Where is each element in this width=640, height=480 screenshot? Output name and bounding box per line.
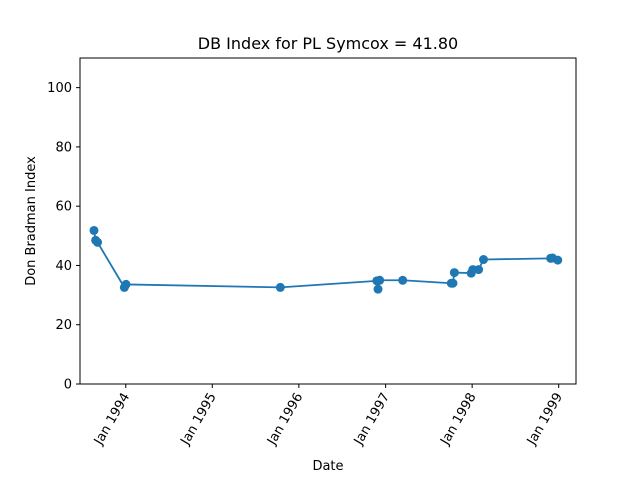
axes-frame (79, 57, 577, 385)
data-point (474, 265, 484, 275)
data-point (479, 255, 489, 265)
series-0 (89, 225, 563, 294)
y-tick-label: 0 (64, 378, 72, 393)
data-point (375, 275, 385, 285)
data-point (373, 284, 383, 294)
data-point (275, 282, 285, 292)
y-tick-label: 60 (55, 200, 72, 215)
y-axis: 0 20 40 60 80 100 (47, 81, 80, 393)
y-tick-label: 100 (47, 81, 72, 96)
y-axis-label: Don Bradman Index (24, 156, 39, 286)
y-tick-label: 40 (55, 259, 72, 274)
data-point (89, 225, 99, 235)
x-axis-label: Date (312, 459, 343, 474)
chart-title: DB Index for PL Symcox = 41.80 (198, 34, 458, 53)
data-point (449, 268, 459, 278)
y-tick-label: 80 (55, 140, 72, 155)
data-point (121, 279, 131, 289)
y-tick-label: 20 (55, 318, 72, 333)
data-point (553, 255, 563, 265)
data-point (448, 278, 458, 288)
data-point (398, 275, 408, 285)
data-point (93, 237, 103, 247)
